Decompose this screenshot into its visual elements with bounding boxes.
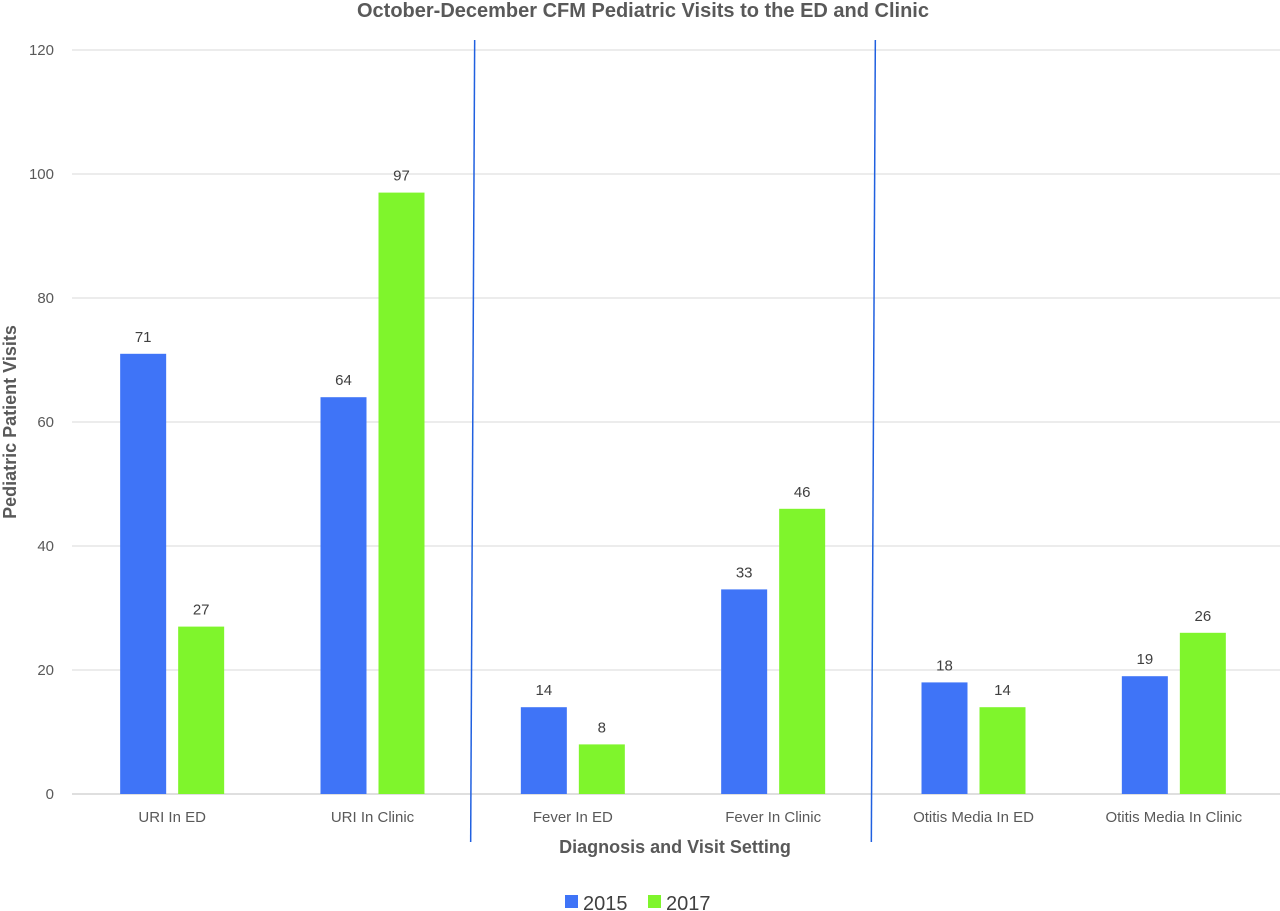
y-tick-label-0: 0 [46, 786, 54, 803]
bar-2015-2 [320, 397, 367, 794]
data-label-2015-4: 33 [736, 564, 753, 581]
bar-2017-5 [979, 707, 1026, 794]
y-tick-label-20: 20 [37, 662, 54, 679]
legend-swatch-2017 [648, 895, 661, 908]
bar-2017-1 [178, 626, 225, 794]
y-tick-label-40: 40 [37, 538, 54, 555]
y-tick-label-60: 60 [37, 414, 54, 431]
bar-2015-4 [721, 589, 768, 794]
data-label-2015-3: 14 [535, 682, 552, 699]
data-label-2015-6: 19 [1136, 651, 1153, 668]
data-label-2017-3: 8 [598, 719, 606, 736]
x-axis-title: Diagnosis and Visit Setting [559, 837, 791, 857]
y-tick-label-120: 120 [29, 42, 54, 59]
data-label-2017-6: 26 [1194, 608, 1211, 625]
data-label-2017-5: 14 [994, 682, 1011, 699]
x-category-label-3: Fever In ED [533, 809, 613, 826]
bar-2015-5 [921, 682, 968, 794]
bars [120, 192, 1226, 795]
bar-2015-6 [1121, 676, 1168, 794]
bar-2015-1 [120, 353, 167, 794]
x-category-label-6: Otitis Media In Clinic [1105, 809, 1242, 826]
data-label-2015-2: 64 [335, 372, 352, 389]
x-category-label-2: URI In Clinic [331, 809, 415, 826]
x-category-label-4: Fever In Clinic [725, 809, 821, 826]
gridlines [72, 49, 1280, 795]
group-separators [469, 39, 877, 843]
x-category-label-5: Otitis Media In ED [913, 809, 1034, 826]
chart-title: October-December CFM Pediatric Visits to… [357, 0, 929, 22]
data-label-2015-5: 18 [936, 657, 953, 674]
separator-line-1 [469, 39, 476, 843]
y-tick-label-100: 100 [29, 166, 54, 183]
bar-2017-2 [378, 192, 425, 795]
bar-2017-4 [779, 508, 826, 794]
legend-label-2017: 2017 [666, 893, 711, 911]
data-label-2017-4: 46 [794, 484, 811, 501]
data-label-2017-1: 27 [193, 602, 210, 619]
separator-line-2 [870, 39, 877, 843]
y-tick-label-80: 80 [37, 290, 54, 307]
bar-2017-3 [578, 744, 625, 794]
legend-swatch-2015 [565, 895, 578, 908]
data-label-2015-1: 71 [135, 329, 152, 346]
data-label-2017-2: 97 [393, 168, 410, 185]
bar-2015-3 [520, 707, 567, 794]
data-labels: 71 27 64 97 14 8 33 46 18 14 19 26 [135, 168, 1211, 737]
x-category-label-1: URI In ED [138, 809, 206, 826]
x-axis-categories: URI In ED URI In Clinic Fever In ED Fever I… [138, 809, 1242, 826]
legend-label-2015: 2015 [583, 893, 628, 911]
bar-2017-6 [1179, 632, 1226, 794]
legend: 2015 2017 [565, 893, 711, 911]
y-axis-title: Pediatric Patient Visits [0, 325, 20, 519]
y-axis-ticks: 0 20 40 60 80 100 120 [29, 42, 54, 803]
